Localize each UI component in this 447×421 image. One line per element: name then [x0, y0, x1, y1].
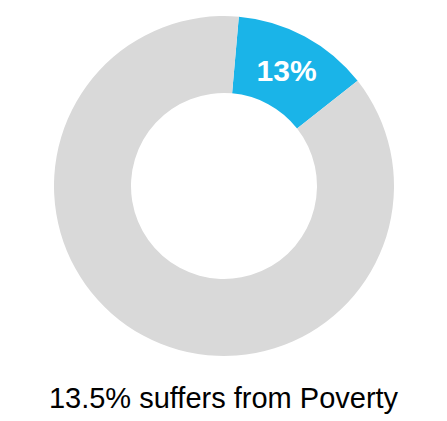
html-text:13.5% suffers from Poverty: 13.5% suffers from Poverty: [48, 382, 399, 414]
svg-text:13%: 13%: [257, 54, 317, 87]
